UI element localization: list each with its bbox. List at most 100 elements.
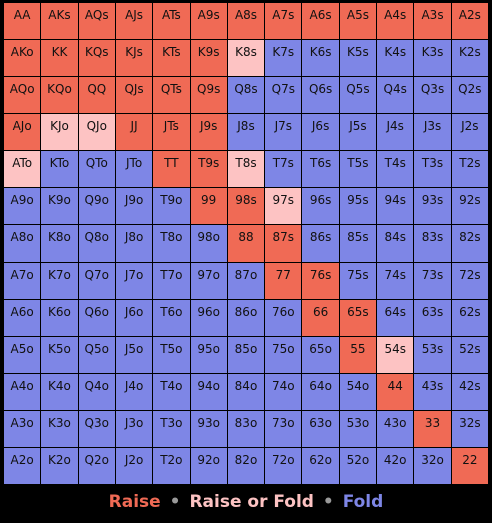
legend: Raise • Raise or Fold • Fold bbox=[0, 492, 492, 512]
hand-cell: J9o bbox=[115, 188, 153, 225]
hand-cell: AQs bbox=[78, 3, 115, 40]
hand-cell: AJo bbox=[4, 114, 41, 151]
hand-cell: K3o bbox=[41, 410, 78, 447]
hand-cell: 32o bbox=[414, 447, 451, 484]
hand-cell: K7s bbox=[265, 40, 302, 77]
hand-cell: J5s bbox=[339, 114, 377, 151]
hand-cell: 97s bbox=[265, 188, 302, 225]
hand-cell: 75s bbox=[339, 262, 377, 299]
hand-cell: Q7s bbox=[265, 77, 302, 114]
hand-cell: 96s bbox=[302, 188, 339, 225]
hand-cell: 87s bbox=[265, 225, 302, 262]
hand-cell: 97o bbox=[190, 262, 227, 299]
hand-cell: 95o bbox=[190, 336, 227, 373]
hand-cell: 86s bbox=[302, 225, 339, 262]
hand-cell: 64s bbox=[377, 299, 414, 336]
hand-cell: QQ bbox=[78, 77, 115, 114]
hand-cell: 53s bbox=[414, 336, 451, 373]
hand-cell: A2s bbox=[451, 3, 488, 40]
hand-cell: A4s bbox=[377, 3, 414, 40]
hand-cell: 84s bbox=[377, 225, 414, 262]
hand-cell: 98o bbox=[190, 225, 227, 262]
hand-cell: KQs bbox=[78, 40, 115, 77]
hand-cell: 99 bbox=[190, 188, 227, 225]
legend-raise-or-fold: Raise or Fold bbox=[189, 492, 314, 512]
hand-cell: 82o bbox=[227, 447, 265, 484]
hand-cell: T4s bbox=[377, 151, 414, 188]
legend-raise: Raise bbox=[108, 492, 161, 512]
hand-cell: 85o bbox=[227, 336, 265, 373]
hand-cell: 73o bbox=[265, 410, 302, 447]
hand-cell: Q3o bbox=[78, 410, 115, 447]
hand-cell: 93s bbox=[414, 188, 451, 225]
hand-cell: KTo bbox=[41, 151, 78, 188]
hand-cell: T9s bbox=[190, 151, 227, 188]
hand-cell: 52s bbox=[451, 336, 488, 373]
hand-cell: 52o bbox=[339, 447, 377, 484]
hand-cell: 75o bbox=[265, 336, 302, 373]
hand-cell: A2o bbox=[4, 447, 41, 484]
hand-cell: Q5o bbox=[78, 336, 115, 373]
hand-cell: 74s bbox=[377, 262, 414, 299]
hand-cell: 83s bbox=[414, 225, 451, 262]
hand-cell: K8s bbox=[227, 40, 265, 77]
hand-cell: Q3s bbox=[414, 77, 451, 114]
legend-fold: Fold bbox=[342, 492, 384, 512]
hand-cell: ATo bbox=[4, 151, 41, 188]
hand-cell: JTo bbox=[115, 151, 153, 188]
hand-cell: K9o bbox=[41, 188, 78, 225]
hand-cell: KK bbox=[41, 40, 78, 77]
hand-cell: Q2s bbox=[451, 77, 488, 114]
hand-cell: Q8o bbox=[78, 225, 115, 262]
hand-cell: K9s bbox=[190, 40, 227, 77]
hand-cell: Q6s bbox=[302, 77, 339, 114]
hand-cell: K5s bbox=[339, 40, 377, 77]
hand-cell: 43o bbox=[377, 410, 414, 447]
hand-cell: 72o bbox=[265, 447, 302, 484]
hand-cell: QTo bbox=[78, 151, 115, 188]
hand-cell: 65o bbox=[302, 336, 339, 373]
hand-cell: AA bbox=[4, 3, 41, 40]
hand-cell: 76s bbox=[302, 262, 339, 299]
hand-cell: 92s bbox=[451, 188, 488, 225]
hand-cell: J6o bbox=[115, 299, 153, 336]
hand-cell: 55 bbox=[339, 336, 377, 373]
hand-cell: 53o bbox=[339, 410, 377, 447]
hand-cell: K5o bbox=[41, 336, 78, 373]
hand-cell: 93o bbox=[190, 410, 227, 447]
hand-cell: J9s bbox=[190, 114, 227, 151]
hand-cell: T4o bbox=[153, 373, 190, 410]
hand-cell: J2o bbox=[115, 447, 153, 484]
hand-cell: A9o bbox=[4, 188, 41, 225]
hand-cell: J8o bbox=[115, 225, 153, 262]
hand-cell: JTs bbox=[153, 114, 190, 151]
hand-cell: T6s bbox=[302, 151, 339, 188]
hand-cell: T9o bbox=[153, 188, 190, 225]
hand-cell: 82s bbox=[451, 225, 488, 262]
hand-cell: Q8s bbox=[227, 77, 265, 114]
hand-cell: 95s bbox=[339, 188, 377, 225]
hand-cell: K4o bbox=[41, 373, 78, 410]
hand-cell: A6o bbox=[4, 299, 41, 336]
hand-cell: A8s bbox=[227, 3, 265, 40]
hand-cell: T3o bbox=[153, 410, 190, 447]
hand-cell: A9s bbox=[190, 3, 227, 40]
hand-cell: A3o bbox=[4, 410, 41, 447]
hand-cell: 64o bbox=[302, 373, 339, 410]
hand-cell: Q2o bbox=[78, 447, 115, 484]
hand-cell: A8o bbox=[4, 225, 41, 262]
hand-cell: KJs bbox=[115, 40, 153, 77]
hand-cell: TT bbox=[153, 151, 190, 188]
hand-cell: 74o bbox=[265, 373, 302, 410]
hand-cell: T5s bbox=[339, 151, 377, 188]
hand-cell: K2o bbox=[41, 447, 78, 484]
hand-cell: JJ bbox=[115, 114, 153, 151]
hand-cell: A7s bbox=[265, 3, 302, 40]
hand-cell: 42s bbox=[451, 373, 488, 410]
hand-cell: J2s bbox=[451, 114, 488, 151]
hand-cell: 73s bbox=[414, 262, 451, 299]
hand-cell: 98s bbox=[227, 188, 265, 225]
hand-cell: Q9o bbox=[78, 188, 115, 225]
hand-cell: Q4o bbox=[78, 373, 115, 410]
hand-cell: T7s bbox=[265, 151, 302, 188]
